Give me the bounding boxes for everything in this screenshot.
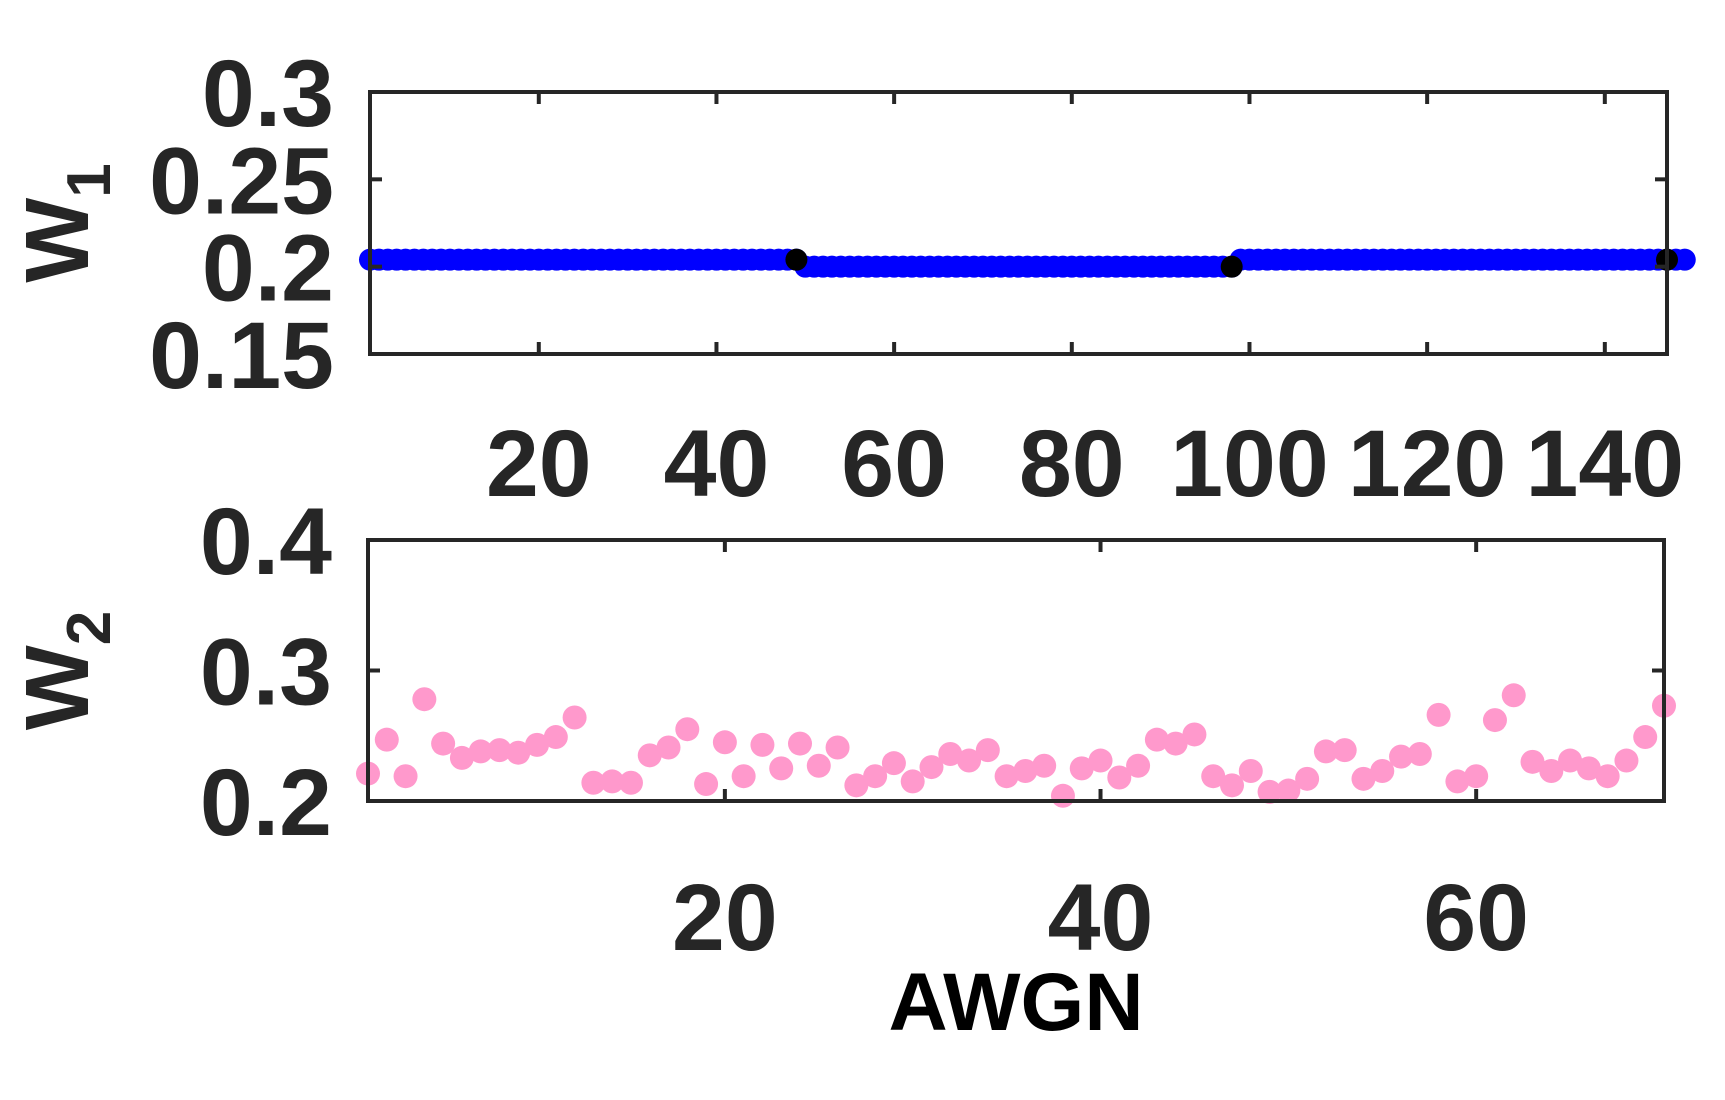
point (1276, 778, 1301, 803)
point (543, 725, 568, 750)
point (412, 687, 437, 712)
point (637, 743, 662, 768)
point (975, 738, 1000, 763)
point (1445, 769, 1470, 794)
x-tick-label: 60 (841, 411, 947, 517)
point (788, 731, 812, 756)
point (1032, 753, 1057, 778)
point (1144, 727, 1169, 752)
point (694, 772, 719, 797)
x-tick-label: 60 (1423, 865, 1529, 971)
point (957, 748, 982, 773)
point (1069, 756, 1094, 781)
point (1539, 758, 1564, 783)
point (844, 773, 869, 798)
y-axis-label-sub: 2 (55, 611, 124, 645)
point (393, 764, 418, 789)
point (1351, 766, 1376, 791)
point (1220, 255, 1243, 278)
point (1088, 748, 1113, 773)
point (1107, 765, 1132, 790)
point (656, 735, 681, 760)
y-tick-label: 0.3 (200, 620, 332, 726)
point (919, 755, 944, 780)
point (449, 745, 474, 770)
y-axis-label: W1 (8, 163, 124, 282)
point (562, 705, 587, 730)
x-tick-label: 40 (664, 411, 770, 517)
point (1576, 756, 1601, 781)
point (1595, 764, 1620, 789)
x-tick-label: 20 (672, 865, 778, 971)
y-tick-label: 0.2 (202, 216, 334, 322)
point (900, 769, 925, 794)
point (506, 740, 531, 765)
x-tick-label: 140 (1526, 411, 1685, 517)
y-tick-label: 0.3 (202, 41, 334, 147)
y-axis-label-main: W (8, 645, 108, 730)
point (1201, 764, 1226, 789)
y-tick-label: 0.25 (149, 128, 334, 234)
point (675, 717, 700, 742)
point (1558, 748, 1583, 773)
y-axis-label-main: W (8, 198, 108, 283)
point (374, 727, 399, 752)
x-tick-label: 120 (1348, 411, 1507, 517)
x-tick-label: 20 (486, 411, 592, 517)
point (1163, 731, 1188, 756)
point (1257, 779, 1282, 804)
point (785, 248, 808, 271)
point (600, 769, 625, 794)
point (863, 764, 888, 789)
point (712, 730, 737, 755)
point (769, 756, 794, 781)
point (1182, 722, 1207, 747)
y-axis-label: W2 (8, 611, 124, 730)
point (431, 731, 456, 756)
point (1673, 248, 1696, 271)
point (1370, 758, 1395, 783)
point (881, 751, 906, 776)
x-axis-label: AWGN (888, 957, 1143, 1048)
point (618, 770, 643, 795)
point (1295, 766, 1320, 791)
y-tick-label: 0.2 (200, 750, 332, 856)
x-tick-label: 80 (1019, 411, 1125, 517)
point (1407, 742, 1432, 767)
point (1520, 749, 1545, 774)
point (1426, 702, 1451, 727)
y-tick-label: 0.4 (200, 489, 332, 595)
point (1482, 708, 1507, 733)
point (581, 770, 606, 795)
point (938, 742, 963, 767)
axes-box (368, 90, 1669, 356)
point (1332, 738, 1357, 763)
point (806, 753, 831, 778)
point (525, 732, 550, 757)
point (1126, 753, 1151, 778)
point (1013, 758, 1038, 783)
point (1313, 739, 1338, 764)
x-tick-label: 40 (1048, 865, 1154, 971)
point (994, 764, 1019, 789)
point (1389, 744, 1414, 769)
point (1050, 783, 1075, 808)
point (1220, 773, 1244, 798)
point (825, 735, 850, 760)
point (1501, 683, 1526, 708)
axes-box (366, 538, 1666, 803)
point (1238, 758, 1263, 783)
point (750, 732, 775, 757)
y-tick-label: 0.15 (149, 303, 334, 409)
point (487, 738, 512, 763)
point (468, 739, 493, 764)
point (1464, 764, 1489, 789)
point (1633, 725, 1658, 750)
y-axis-label-sub: 1 (55, 163, 124, 197)
point (1614, 748, 1639, 773)
point (731, 764, 756, 789)
x-tick-label: 100 (1170, 411, 1329, 517)
